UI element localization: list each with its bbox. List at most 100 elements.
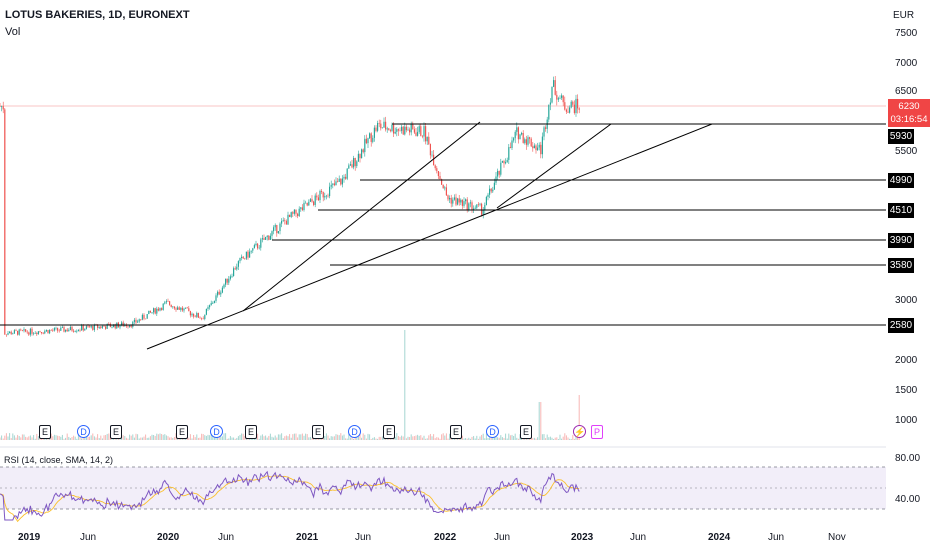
earnings-marker[interactable]: E xyxy=(176,425,188,439)
volume-bar xyxy=(413,436,415,440)
candlestick-series xyxy=(0,75,580,337)
price-axis-label: 5500 xyxy=(895,146,918,157)
rsi-legend[interactable]: RSI (14, close, SMA, 14, 2) xyxy=(4,455,114,465)
level-tag-2580[interactable]: 2580 xyxy=(888,318,914,333)
level-tag-3990[interactable]: 3990 xyxy=(888,233,914,248)
volume-bar xyxy=(76,438,78,440)
earnings-upcoming-marker[interactable]: P xyxy=(591,425,603,439)
candle-body xyxy=(2,106,4,110)
volume-bar xyxy=(61,434,63,440)
candle-body xyxy=(409,129,411,133)
volume-legend[interactable]: Vol xyxy=(5,26,21,38)
volume-bar xyxy=(66,433,68,440)
volume-bar xyxy=(405,438,407,440)
candle-body xyxy=(201,318,203,320)
earnings-marker[interactable]: E xyxy=(312,425,324,439)
rsi-ma-line xyxy=(0,475,580,523)
trendline-2[interactable] xyxy=(242,121,481,312)
price-axis[interactable]: EUR 7500 7000 6500 5500 3000 2000 1500 1… xyxy=(893,10,920,505)
candle-body xyxy=(473,208,475,210)
volume-bar xyxy=(93,436,95,440)
trend-lines[interactable] xyxy=(146,121,713,350)
trendline-3[interactable] xyxy=(496,123,612,209)
level-tag-4510[interactable]: 4510 xyxy=(888,203,914,218)
candle-body xyxy=(223,284,225,288)
candle-body xyxy=(429,144,431,156)
support-lines[interactable] xyxy=(0,123,886,326)
rsi-pane[interactable] xyxy=(0,446,886,523)
candle-body xyxy=(562,95,564,103)
volume-bar xyxy=(578,395,580,440)
candle-body xyxy=(263,238,265,240)
volume-bar xyxy=(73,435,75,440)
volume-bar xyxy=(229,436,231,440)
volume-bar xyxy=(135,433,137,440)
candle-body xyxy=(513,138,515,141)
earnings-marker[interactable]: E xyxy=(383,425,395,439)
candle-body xyxy=(172,306,174,308)
volume-bar xyxy=(551,437,553,440)
candle-body xyxy=(36,333,38,335)
earnings-marker[interactable]: E xyxy=(245,425,257,439)
candle-body xyxy=(15,330,17,331)
chart-title[interactable]: LOTUS BAKERIES, 1D, EURONEXT xyxy=(5,9,190,21)
candle-body xyxy=(260,239,262,248)
volume-bar xyxy=(341,435,343,440)
candle-body xyxy=(245,251,247,259)
earnings-marker[interactable]: E xyxy=(39,425,51,439)
dividend-marker[interactable]: D xyxy=(210,425,223,438)
candle-body xyxy=(329,186,331,197)
earnings-marker[interactable]: E xyxy=(450,425,462,439)
candle-body xyxy=(500,162,502,175)
volume-bar xyxy=(353,438,355,440)
level-tag-3580[interactable]: 3580 xyxy=(888,258,914,273)
trendline-1[interactable] xyxy=(146,123,713,350)
candle-body xyxy=(373,127,375,138)
volume-bar xyxy=(268,435,270,440)
level-tag-5930[interactable]: 5930 xyxy=(888,129,914,144)
volume-bar xyxy=(378,436,380,440)
candle-body xyxy=(365,138,367,144)
volume-bar xyxy=(58,435,60,440)
dividend-marker[interactable]: D xyxy=(486,425,499,438)
candle-body xyxy=(461,199,463,206)
volume-bar xyxy=(453,438,455,440)
volume-bar xyxy=(359,433,361,440)
lightning-icon[interactable]: ⚡ xyxy=(573,425,586,438)
candle-body xyxy=(308,201,310,206)
candle-body xyxy=(50,330,52,331)
volume-bar xyxy=(133,437,135,440)
dividend-marker[interactable]: D xyxy=(348,425,361,438)
candle-body xyxy=(101,326,103,328)
candle-body xyxy=(127,326,129,327)
candle-body xyxy=(241,256,243,258)
price-pane[interactable] xyxy=(0,75,886,440)
volume-bar xyxy=(290,437,292,440)
volume-bar xyxy=(98,438,100,440)
volume-bar xyxy=(89,436,91,440)
rsi-band xyxy=(0,467,886,509)
volume-bar xyxy=(231,437,233,440)
dividend-marker[interactable]: D xyxy=(77,425,90,438)
time-axis-label: Jun xyxy=(80,532,96,543)
candle-body xyxy=(106,323,108,329)
level-tag-4990[interactable]: 4990 xyxy=(888,173,914,188)
time-axis[interactable]: 2019 Jun 2020 Jun 2021 Jun 2022 Jun 2023… xyxy=(18,532,846,543)
volume-bar xyxy=(308,437,310,440)
earnings-marker[interactable]: E xyxy=(110,425,122,439)
candle-body xyxy=(55,327,57,329)
volume-bar xyxy=(125,437,127,440)
candle-body xyxy=(321,190,323,192)
earnings-marker[interactable]: E xyxy=(520,425,532,439)
volume-bar xyxy=(380,436,382,440)
volume-bar xyxy=(173,437,175,440)
candle-body xyxy=(76,331,78,332)
candle-body xyxy=(397,129,399,131)
volume-bar xyxy=(236,437,238,440)
candle-body xyxy=(217,291,219,296)
candle-body xyxy=(165,301,167,303)
candle-body xyxy=(49,330,51,334)
candle-body xyxy=(65,329,67,332)
candle-body xyxy=(92,326,94,330)
